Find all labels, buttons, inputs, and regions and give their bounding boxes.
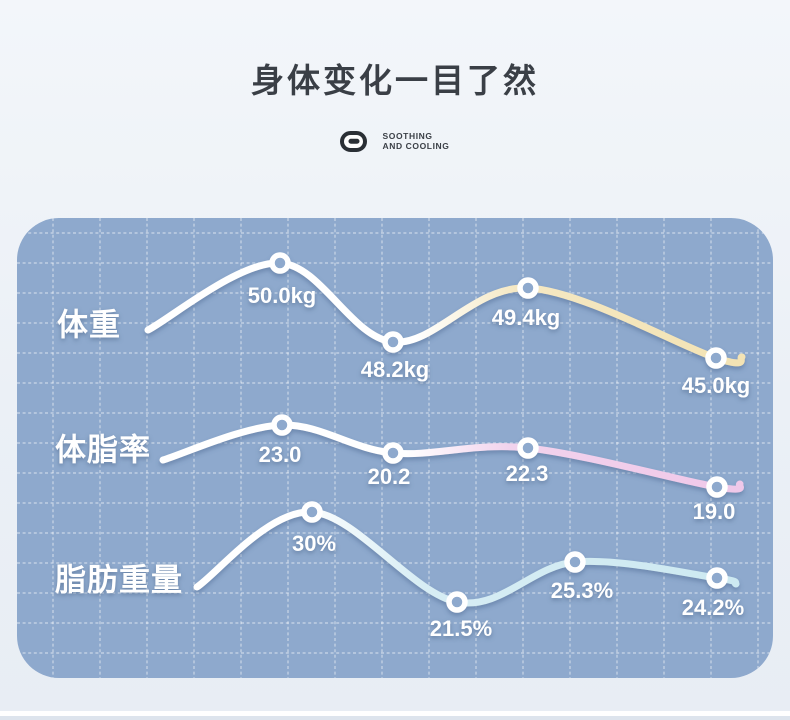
data-point — [706, 476, 728, 498]
brand-logo: SOOTHING AND COOLING — [0, 127, 790, 155]
point-label: 23.0 — [258, 442, 302, 467]
page-title: 身体变化一目了然 — [251, 62, 539, 99]
data-point — [517, 437, 539, 459]
data-point — [382, 442, 404, 464]
trend-chart — [17, 218, 773, 678]
series-label-bodyfat: 体脂率 — [55, 432, 151, 468]
data-point — [269, 252, 291, 274]
point-label: 21.5% — [429, 616, 493, 641]
series-label-fatmass: 脂肪重量 — [55, 562, 183, 598]
data-point — [382, 331, 404, 353]
brand-logo-icon — [340, 130, 368, 152]
data-point — [517, 277, 539, 299]
point-label: 30% — [291, 531, 337, 556]
point-label: 25.3% — [550, 578, 614, 603]
data-point — [271, 414, 293, 436]
brand-logo-line1: SOOTHING — [382, 130, 433, 141]
data-point — [446, 591, 468, 613]
series-line — [144, 259, 746, 367]
point-label: 48.2kg — [360, 357, 430, 382]
point-label: 45.0kg — [681, 373, 751, 398]
series-line — [159, 421, 744, 493]
series-group-1 — [159, 414, 744, 498]
data-point — [301, 501, 323, 523]
chart-panel: 体重 体脂率 脂肪重量 50.0kg 48.2kg 49.4kg 45.0kg 23.0… — [17, 218, 773, 678]
series-group-0 — [144, 252, 746, 369]
data-point — [705, 347, 727, 369]
series-group-2 — [193, 501, 740, 613]
data-point — [564, 551, 586, 573]
point-label: 20.2 — [367, 464, 411, 489]
point-label: 22.3 — [505, 461, 549, 486]
brand-logo-line2: AND COOLING — [382, 141, 450, 151]
grid-lines — [17, 218, 773, 678]
data-point — [706, 567, 728, 589]
section-divider — [0, 711, 790, 716]
point-label: 50.0kg — [247, 283, 317, 308]
next-section-edge — [0, 716, 790, 720]
brand-logo-text: SOOTHING AND COOLING — [382, 131, 449, 152]
point-label: 24.2% — [681, 595, 745, 620]
series-label-weight: 体重 — [57, 307, 121, 343]
series-line — [193, 508, 740, 607]
point-label: 49.4kg — [491, 305, 561, 330]
point-label: 19.0 — [692, 499, 736, 524]
